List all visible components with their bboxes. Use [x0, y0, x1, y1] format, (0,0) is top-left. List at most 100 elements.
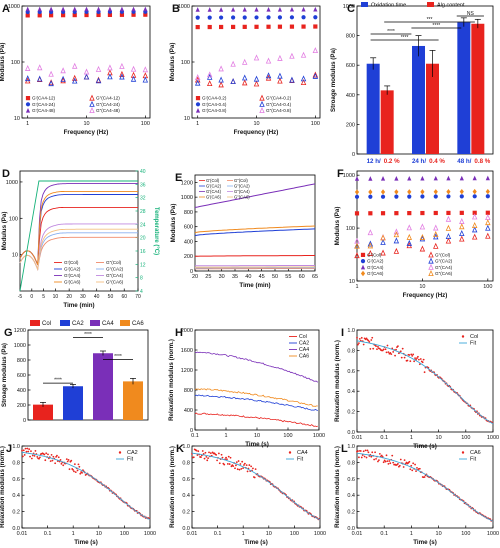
data-point [360, 336, 363, 339]
data-point [56, 454, 58, 457]
data-point [194, 74, 201, 80]
legend-label: G"(Col) [234, 178, 248, 183]
x-tick-label: 1 [242, 531, 245, 537]
data-point [206, 459, 209, 462]
data-point [59, 458, 62, 461]
data-point [277, 54, 283, 61]
x-tick-label: 1000 [144, 531, 156, 537]
legend-marker [360, 259, 366, 264]
plot-frame [356, 329, 494, 433]
legend-label: G"(CA4) [435, 265, 453, 270]
y-tick-label: 1000 [6, 180, 18, 186]
data-point [459, 235, 465, 242]
bar [123, 381, 143, 420]
data-point [459, 210, 464, 215]
data-point [226, 463, 229, 465]
legend-label: Fit [470, 457, 477, 463]
category-label: 12 h/ [367, 158, 381, 165]
data-point [419, 233, 426, 240]
x-tick-label: 100 [290, 531, 299, 537]
data-point [403, 459, 406, 462]
data-point [414, 463, 416, 466]
data-point [416, 357, 418, 360]
series-G'(CA2) [354, 194, 490, 199]
x-tick-label: 0.1 [44, 531, 52, 537]
fit-line [356, 452, 494, 522]
data-point [45, 452, 48, 455]
data-point [49, 6, 54, 12]
plot-frame [19, 170, 139, 292]
data-point [380, 454, 383, 457]
data-point [229, 456, 232, 459]
data-point [485, 214, 491, 221]
x-tick-label: 10 [83, 121, 89, 127]
data-point [142, 76, 149, 83]
series-G'(CA4-12) [25, 12, 148, 18]
data-point [364, 449, 367, 452]
series-line [19, 194, 138, 265]
panel-letter: F [337, 168, 344, 180]
data-point [107, 6, 113, 12]
data-point [195, 7, 200, 12]
y-tick-label: 1200 [181, 180, 193, 186]
data-point [422, 358, 425, 361]
data-point [226, 458, 228, 461]
significance-label: **** [54, 378, 62, 384]
legend-label: G'(Col) [64, 260, 79, 265]
legend-swatch [30, 320, 40, 326]
data-point [243, 464, 245, 466]
x-tick-label: 55 [285, 274, 291, 280]
data-point [241, 460, 244, 463]
y-axis-label: Relaxation modulus (norm.) [334, 340, 341, 422]
legend-label: CA6 [132, 321, 144, 327]
x-axis-label: Time (min) [63, 302, 94, 309]
data-point [289, 52, 295, 59]
x-axis-label: Time (s) [245, 441, 269, 448]
bar [426, 63, 439, 154]
data-point [392, 351, 395, 353]
data-point [242, 7, 247, 12]
data-point [143, 6, 148, 12]
data-point [300, 51, 307, 58]
legend-swatch [120, 320, 130, 326]
data-point [25, 6, 30, 12]
legend-label: G"(CA4) [106, 273, 124, 278]
data-point [357, 343, 359, 346]
data-point [380, 234, 386, 241]
data-point [266, 24, 271, 29]
x-tick-label: 50 [272, 274, 278, 280]
legend-label: Col [42, 321, 51, 327]
data-point [359, 450, 362, 452]
data-point [378, 452, 381, 455]
legend-marker [428, 251, 434, 258]
data-point [246, 470, 249, 473]
panel-E: E Time (min) Modulus (Pa) 20 25 30 35 40 45 50 55 6… [170, 172, 318, 289]
x-tick-label: 5 [42, 294, 45, 300]
data-point [410, 464, 413, 467]
series-G'(CA4-48) [25, 6, 148, 12]
series-G"(CA6) [354, 219, 491, 249]
y-axis-label: Relaxation modulus (norm.) [334, 446, 341, 528]
y-tick-label: 200 [184, 254, 193, 260]
legend-marker [360, 264, 366, 270]
data-point [402, 466, 405, 468]
data-point [380, 176, 386, 181]
data-point [231, 15, 236, 20]
legend-marker [25, 108, 31, 113]
data-point [241, 79, 248, 86]
legend-label: CA4 [102, 321, 114, 327]
legend-label: G'(CA4) [64, 273, 81, 278]
data-point [459, 230, 465, 236]
data-point [433, 194, 438, 199]
x-tick-label: 0 [30, 294, 33, 300]
data-point [419, 358, 422, 360]
y2-tick-label: 20 [140, 236, 146, 242]
data-point [21, 449, 23, 452]
data-point [433, 189, 438, 195]
x-tick-label: 1 [196, 121, 199, 127]
data-point [376, 348, 378, 351]
data-point [485, 175, 490, 181]
data-point [68, 468, 71, 471]
series-G"(CA4-0.8) [194, 47, 319, 80]
panel-letter: D [2, 168, 10, 180]
